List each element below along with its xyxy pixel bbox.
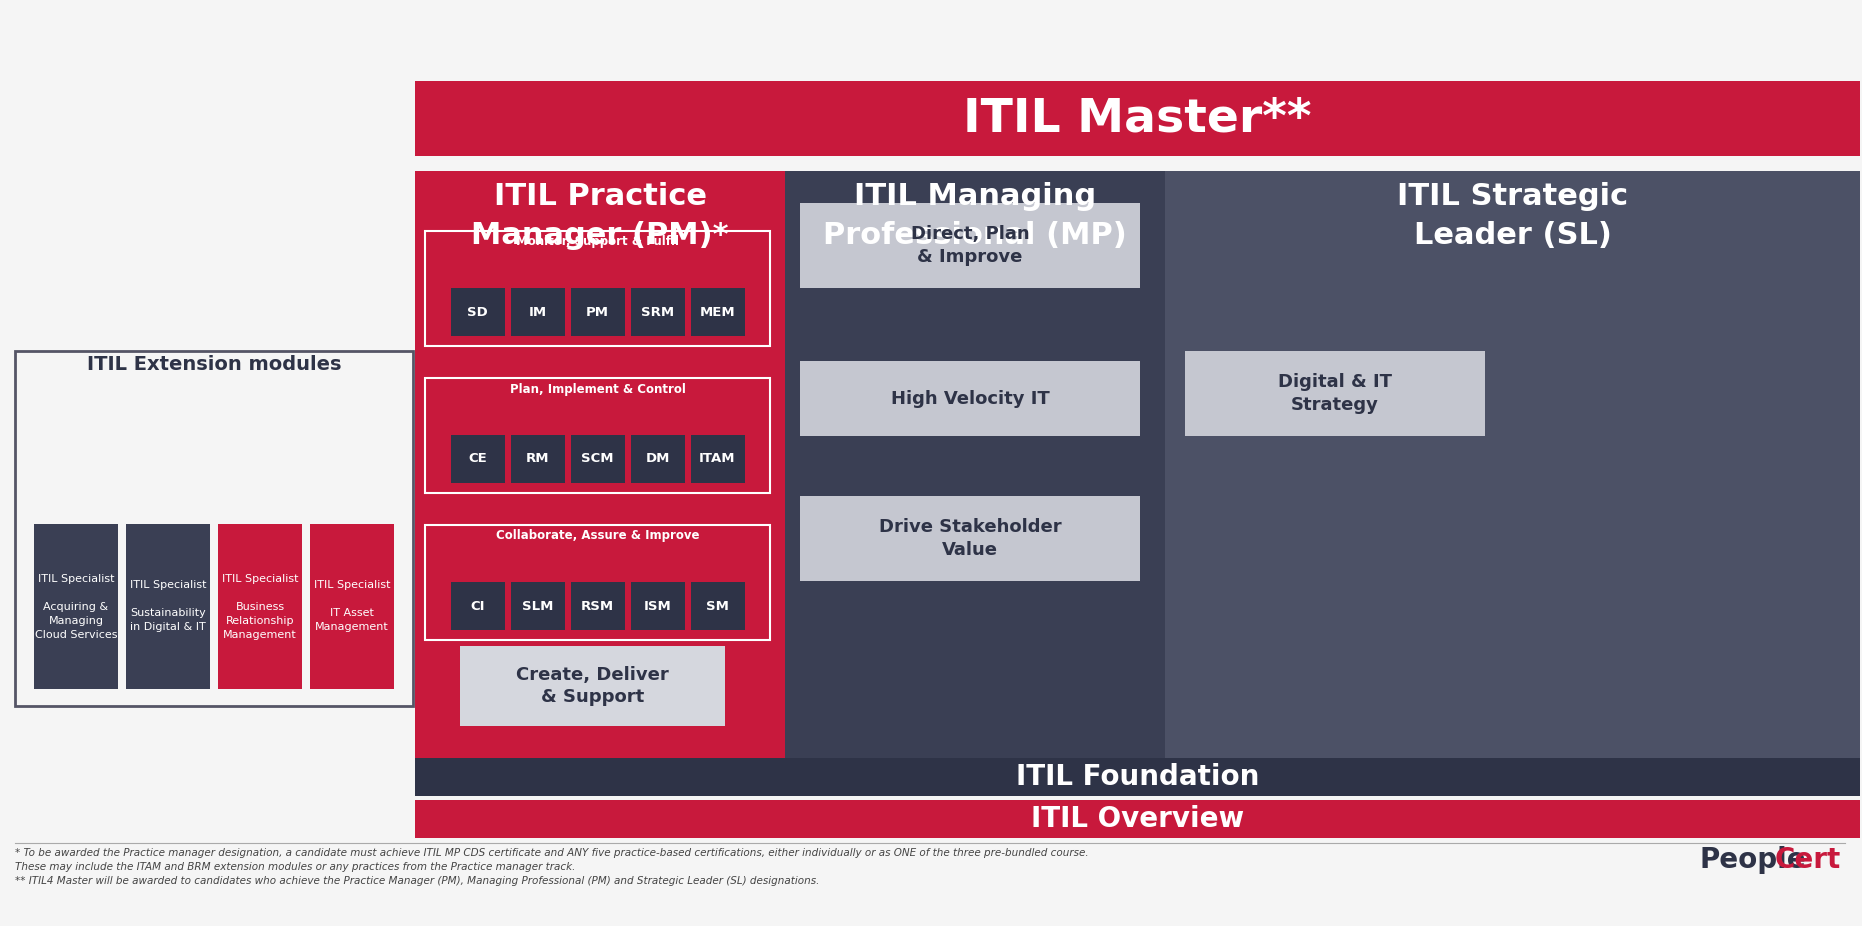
Text: ITIL Specialist

IT Asset
Management: ITIL Specialist IT Asset Management <box>315 581 391 632</box>
Bar <box>631 435 685 483</box>
Bar <box>415 800 1860 838</box>
Bar <box>510 435 564 483</box>
Text: SD: SD <box>467 306 488 319</box>
Text: CE: CE <box>467 453 486 466</box>
Text: Create, Deliver
& Support: Create, Deliver & Support <box>516 666 668 707</box>
Text: ITAM: ITAM <box>700 453 735 466</box>
Bar <box>691 582 745 630</box>
Bar <box>631 582 685 630</box>
Text: SLM: SLM <box>521 599 553 612</box>
Text: DM: DM <box>646 453 670 466</box>
Text: ITIL Overview: ITIL Overview <box>1032 805 1244 833</box>
Bar <box>415 758 1860 796</box>
Text: * To be awarded the Practice manager designation, a candidate must achieve ITIL : * To be awarded the Practice manager des… <box>15 848 1089 858</box>
Bar <box>309 524 395 689</box>
Bar <box>451 435 505 483</box>
Bar <box>34 524 117 689</box>
Bar <box>510 582 564 630</box>
Bar <box>801 496 1140 581</box>
Bar <box>425 378 771 493</box>
Text: PM: PM <box>587 306 609 319</box>
Text: Drive Stakeholder
Value: Drive Stakeholder Value <box>879 519 1061 558</box>
Text: ISM: ISM <box>644 599 672 612</box>
Text: Plan, Implement & Control: Plan, Implement & Control <box>510 382 685 395</box>
Text: SM: SM <box>706 599 728 612</box>
Bar <box>218 524 302 689</box>
Text: RM: RM <box>525 453 549 466</box>
Bar <box>451 582 505 630</box>
Text: MEM: MEM <box>700 306 735 319</box>
Bar <box>510 288 564 336</box>
Bar <box>570 582 624 630</box>
Text: Monitor, Support & Fulfil: Monitor, Support & Fulfil <box>516 235 680 248</box>
Bar <box>691 288 745 336</box>
Text: SCM: SCM <box>581 453 614 466</box>
Text: ITIL Managing
Professional (MP): ITIL Managing Professional (MP) <box>823 182 1127 250</box>
Bar <box>15 351 413 706</box>
Bar <box>425 525 771 640</box>
Bar <box>786 171 1166 761</box>
Text: These may include the ITAM and BRM extension modules or any practices from the P: These may include the ITAM and BRM exten… <box>15 862 575 872</box>
Bar <box>1184 351 1486 436</box>
Text: Cert: Cert <box>1774 846 1842 874</box>
Text: IM: IM <box>529 306 547 319</box>
Text: Direct, Plan
& Improve: Direct, Plan & Improve <box>911 225 1030 266</box>
Bar <box>801 361 1140 436</box>
Bar <box>460 646 724 726</box>
Text: High Velocity IT: High Velocity IT <box>890 390 1050 407</box>
Text: ITIL Specialist

Business
Relationship
Management: ITIL Specialist Business Relationship Ma… <box>222 573 298 640</box>
Text: CI: CI <box>471 599 484 612</box>
Bar <box>570 435 624 483</box>
Text: ITIL Foundation: ITIL Foundation <box>1017 763 1259 791</box>
Text: ITIL Extension modules: ITIL Extension modules <box>88 356 341 374</box>
Text: ITIL Practice
Manager (PM)*: ITIL Practice Manager (PM)* <box>471 182 728 250</box>
Text: Collaborate, Assure & Improve: Collaborate, Assure & Improve <box>495 530 700 543</box>
Bar <box>801 203 1140 288</box>
Text: ITIL Master**: ITIL Master** <box>963 96 1311 141</box>
Bar <box>691 435 745 483</box>
Text: ITIL Specialist

Acquiring &
Managing
Cloud Services: ITIL Specialist Acquiring & Managing Clo… <box>35 573 117 640</box>
Text: ITIL Specialist

Sustainability
in Digital & IT: ITIL Specialist Sustainability in Digita… <box>130 581 207 632</box>
Bar <box>425 231 771 346</box>
Text: ** ITIL4 Master will be awarded to candidates who achieve the Practice Manager (: ** ITIL4 Master will be awarded to candi… <box>15 876 819 886</box>
Bar <box>415 171 786 761</box>
Bar <box>631 288 685 336</box>
Bar <box>1166 171 1860 761</box>
Text: Digital & IT
Strategy: Digital & IT Strategy <box>1277 373 1393 414</box>
Bar <box>415 81 1860 156</box>
Bar <box>451 288 505 336</box>
Bar <box>127 524 210 689</box>
Text: People: People <box>1700 846 1806 874</box>
Text: SRM: SRM <box>641 306 674 319</box>
Bar <box>570 288 624 336</box>
Text: ITIL Strategic
Leader (SL): ITIL Strategic Leader (SL) <box>1396 182 1627 250</box>
Text: RSM: RSM <box>581 599 614 612</box>
